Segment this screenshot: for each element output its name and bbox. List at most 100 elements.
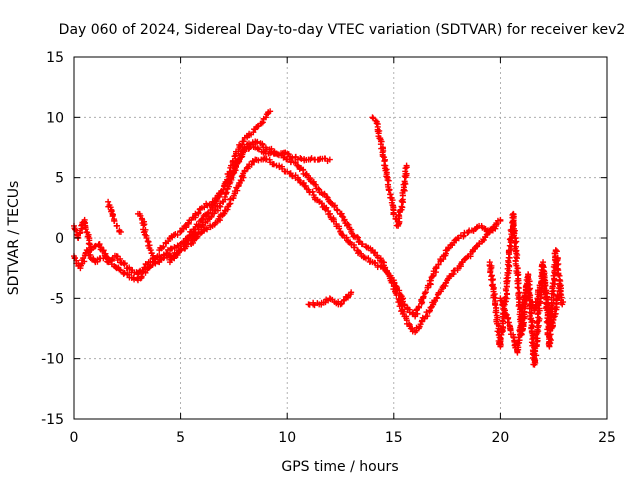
data-point [401,178,408,185]
data-point [82,226,89,233]
data-point [522,293,529,300]
data-point [248,161,255,168]
data-point [354,233,361,240]
y-tick-label: 5 [55,171,64,187]
data-point [348,289,355,296]
x-tick-label: 20 [491,430,509,446]
data-point [177,228,184,235]
data-point [289,173,296,180]
x-tick-label: 5 [176,430,185,446]
data-point [302,182,309,189]
data-point [415,303,422,310]
data-point [337,301,344,308]
data-point [492,301,499,308]
data-point [424,313,431,320]
data-point [544,304,551,311]
data-point [341,216,348,223]
data-point [85,240,92,247]
x-axis-label: GPS time / hours [281,459,398,475]
data-point [113,222,120,229]
data-point [361,254,368,261]
data-point [510,210,517,217]
y-tick-label: -10 [41,352,64,368]
data-point [420,293,427,300]
data-point [376,135,383,142]
data-point [160,243,167,250]
data-point [401,187,408,194]
data-point [435,261,442,268]
data-point [492,309,499,316]
data-point [340,297,347,304]
data-point [226,201,233,208]
data-point [536,282,543,289]
data-point [379,153,386,160]
data-point [157,254,164,261]
data-point [559,301,566,308]
data-point [359,241,366,248]
data-point [255,157,262,164]
data-point [547,337,554,344]
data-point [326,210,333,217]
data-point [309,188,316,195]
data-point [318,200,325,207]
grid-lines [74,57,607,419]
data-points [71,108,567,368]
data-point [297,155,304,162]
data-point [263,156,270,163]
y-tick-label: -5 [50,291,64,307]
data-point [312,181,319,188]
data-point [497,216,504,223]
data-point [267,108,274,115]
data-point [195,209,202,216]
data-point [111,218,118,225]
data-point [254,138,261,145]
data-point [121,261,128,268]
data-point [126,265,133,272]
data-point [258,120,265,127]
y-tick-label: 0 [55,231,64,247]
data-point [351,244,358,251]
data-point [554,292,561,299]
data-point [365,255,372,262]
y-tick-label: 10 [46,110,64,126]
data-point [372,117,379,124]
data-point [385,187,392,194]
data-point [497,297,504,304]
data-point [136,268,143,275]
x-tick-label: 0 [70,430,79,446]
data-point [204,226,211,233]
data-point [343,234,350,241]
data-point [372,249,379,256]
y-tick-label: 15 [46,50,64,66]
data-point [174,231,181,238]
data-point [221,193,228,200]
data-point [237,151,244,158]
data-point [138,273,145,280]
data-point [100,247,107,254]
data-point [235,157,242,164]
data-point [391,279,398,286]
data-point [116,266,123,273]
data-point [460,232,467,239]
data-point [72,226,79,233]
data-point [131,276,138,283]
y-axis-label: SDTVAR / TECUs [6,181,22,296]
data-point [147,247,154,254]
data-point [385,177,392,184]
chart-title: Day 060 of 2024, Sidereal Day-to-day VTE… [59,22,626,38]
data-point [399,204,406,211]
axis-ticks: 0 5 10 15 20 25 -15 -10 -5 0 5 10 15 [41,50,616,446]
data-point [525,289,532,296]
data-point [348,241,355,248]
data-point [77,229,84,236]
data-point [510,334,517,341]
data-point [542,282,549,289]
y-tick-label: -15 [41,412,64,428]
data-point [398,197,405,204]
data-point [117,228,124,235]
data-point [445,245,452,252]
x-tick-label: 25 [598,430,616,446]
data-point [390,211,397,218]
data-point [398,203,405,210]
